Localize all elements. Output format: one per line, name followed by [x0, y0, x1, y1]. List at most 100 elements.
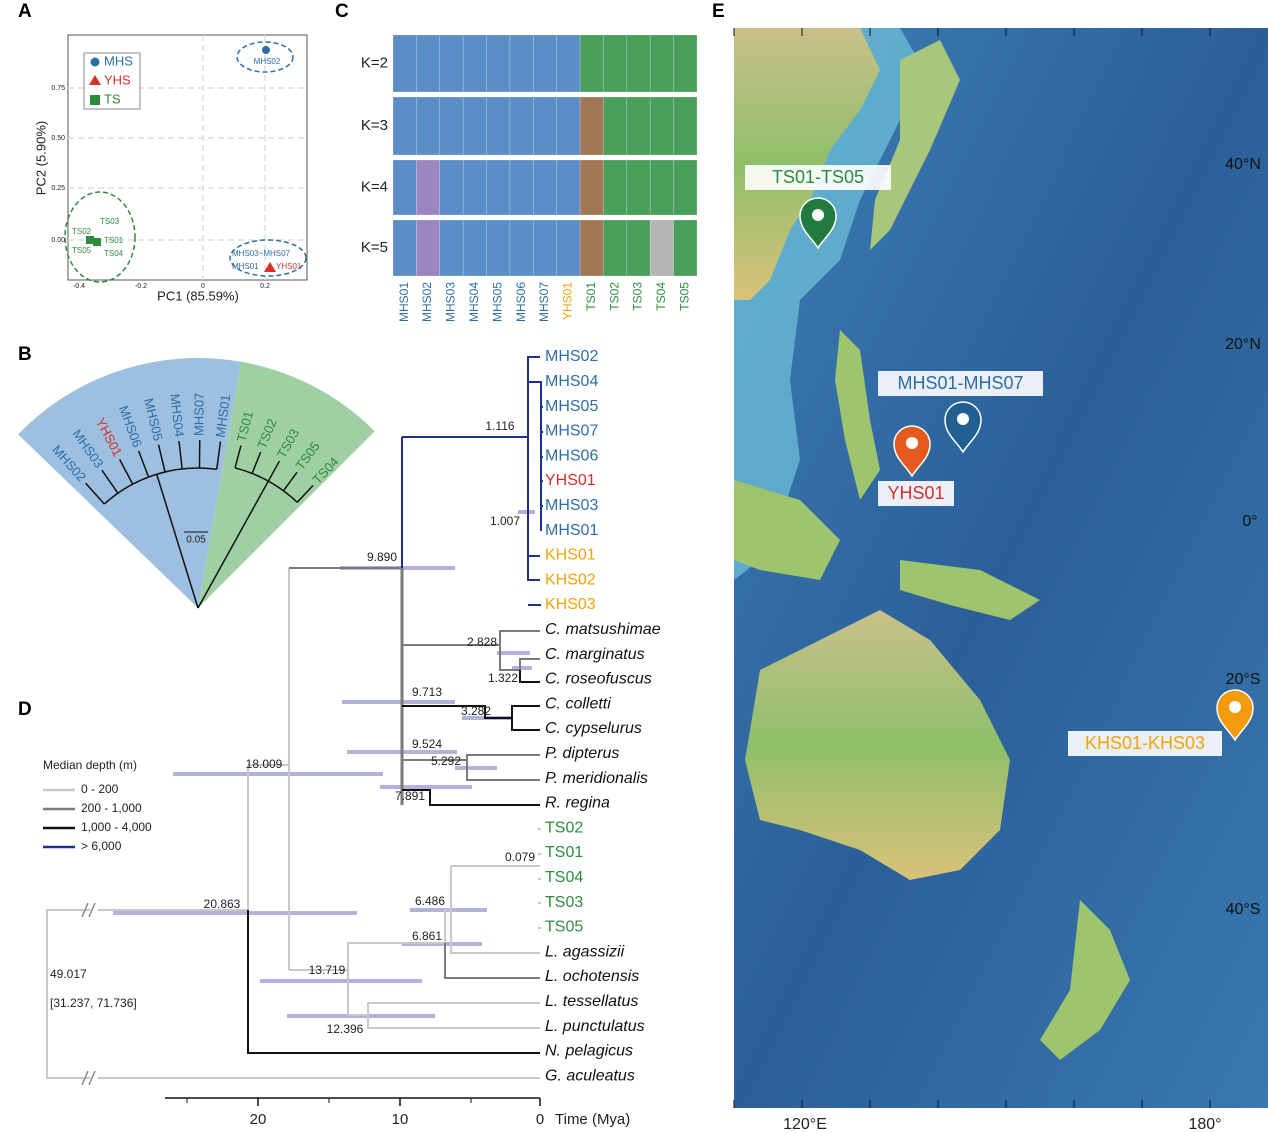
axis-tick-label: 10 — [392, 1111, 409, 1128]
node-age: 5.292 — [431, 754, 461, 768]
tip-label: MHS06 — [545, 447, 598, 464]
x-tick-label: 0 — [201, 283, 205, 290]
latitude-label: 40°S — [1226, 901, 1261, 918]
tree-branch — [402, 789, 540, 806]
tip-label: L. agassizii — [545, 943, 625, 960]
admixture-bar — [392, 96, 417, 156]
column-label: TS01 — [584, 282, 598, 311]
admixture-bar — [439, 219, 464, 277]
tip-label: MHS02 — [545, 348, 598, 365]
line — [137, 450, 150, 478]
point-label: TS04 — [104, 249, 124, 258]
tip-label: C. roseofuscus — [545, 671, 652, 688]
admixture-bar — [556, 34, 581, 93]
node-age: 1.116 — [485, 419, 514, 433]
tree-branch — [466, 760, 540, 781]
hpd-bar — [497, 651, 530, 655]
admixture-bar — [556, 219, 581, 277]
y-axis-label: PC2 (5.90%) — [33, 121, 48, 195]
japan — [870, 40, 960, 250]
column-label: TS03 — [631, 282, 645, 311]
tip-label: TS04 — [545, 869, 583, 886]
legend-marker — [90, 57, 100, 67]
admixture-bar — [509, 34, 534, 93]
point — [93, 238, 101, 246]
tip-label: C. cypselurus — [545, 720, 642, 737]
admixture-bar — [556, 159, 581, 216]
admixture-bar — [462, 159, 487, 216]
node-age: [31.237, 71.736] — [50, 996, 137, 1010]
site-pin — [944, 401, 982, 454]
admixture-bar — [486, 96, 511, 156]
node-age: 1.322 — [488, 671, 518, 685]
panel-label: D — [18, 699, 32, 720]
line — [157, 444, 166, 473]
tip-label: TS01 — [545, 844, 583, 861]
admixture-bar — [509, 219, 534, 277]
tip-label: TS02 — [545, 819, 583, 836]
tip-label: MHS05 — [545, 398, 598, 415]
hpd-bar — [455, 766, 497, 770]
admixture-bar — [439, 96, 464, 156]
hpd-bar — [260, 979, 422, 983]
site-pin-dot — [812, 209, 824, 221]
asia — [734, 28, 880, 300]
australia — [745, 610, 1010, 880]
x-axis-label: PC1 (85.59%) — [157, 288, 239, 303]
line — [267, 460, 281, 482]
tree-branch — [46, 909, 90, 1079]
tip-label: KHS02 — [545, 571, 596, 588]
tip-label: G. aculeatus — [545, 1067, 635, 1084]
row-label: K=3 — [361, 117, 388, 134]
admixture-bar — [673, 159, 698, 216]
cluster-ellipse — [229, 239, 307, 277]
tree-branch — [402, 705, 540, 719]
tip-label: R. regina — [545, 795, 610, 812]
panel-label: A — [18, 1, 32, 22]
admixture-bar — [649, 96, 674, 156]
longitude-label: 120°E — [783, 1116, 827, 1133]
site-label: YHS01 — [887, 483, 944, 503]
latitude-label: 40°N — [1225, 156, 1261, 173]
line — [81, 1070, 89, 1086]
node-age: 6.486 — [415, 894, 445, 908]
line — [81, 902, 89, 918]
y-tick-label: 0.25 — [51, 185, 65, 192]
node-age: 18.009 — [246, 757, 283, 771]
tip-label: N. pelagicus — [545, 1043, 633, 1060]
node-age: 9.713 — [412, 685, 442, 699]
site-label-box — [1068, 731, 1222, 756]
cluster-ellipse — [236, 41, 294, 73]
admixture-bar — [626, 96, 651, 156]
longitude-label: 180° — [1188, 1116, 1221, 1133]
tip-label: TS03 — [545, 894, 583, 911]
site-pin — [1216, 689, 1254, 742]
point — [264, 262, 276, 272]
admixture-bar — [533, 159, 557, 216]
legend-label: YHS — [104, 72, 131, 87]
tip-label: MHS07 — [191, 393, 206, 437]
hpd-bar — [380, 785, 472, 789]
point-label: TS03 — [100, 217, 120, 226]
tip-label: C. matsushimae — [545, 621, 661, 638]
legend-marker — [89, 75, 101, 85]
admixture-bar — [486, 159, 511, 216]
point-label: MHS01 — [232, 262, 259, 271]
tree-branch — [519, 670, 540, 683]
line — [101, 469, 119, 494]
point-label: TS02 — [72, 227, 92, 236]
clade-sector — [198, 361, 375, 608]
tree-branch — [289, 909, 451, 971]
philippines — [835, 330, 880, 500]
legend-label: 200 - 1,000 — [81, 801, 142, 815]
tip-label: L. tessellatus — [545, 993, 638, 1010]
line — [282, 471, 298, 492]
site-label-box — [745, 165, 891, 190]
admixture-bar — [462, 34, 487, 93]
admixture-bar — [416, 219, 441, 277]
admixture-bar — [626, 219, 651, 277]
point-label: MHS02 — [254, 57, 281, 66]
admixture-bar — [392, 34, 417, 93]
admixture-bar — [579, 96, 604, 156]
row-label: K=5 — [361, 239, 388, 256]
